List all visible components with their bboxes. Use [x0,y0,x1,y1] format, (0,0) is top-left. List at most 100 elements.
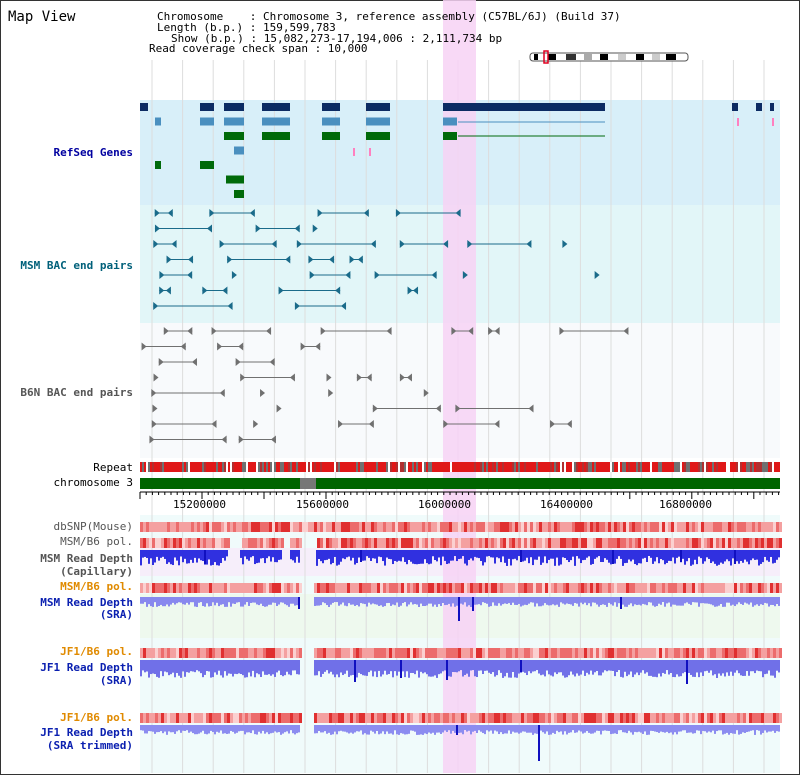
depth-bar [284,597,286,605]
gene-feature [224,103,244,111]
depth-bar [632,725,634,735]
depth-bar [500,725,502,733]
depth-bar [356,597,358,606]
depth-bar [448,550,450,564]
pol-strip-cell [251,713,254,723]
pol-strip-cell [152,713,155,723]
pol-strip-cell [281,583,284,593]
repeat-segment [210,462,212,472]
pol-strip-cell [269,583,272,593]
repeat-segment [280,462,282,472]
repeat-segment [616,462,618,472]
pol-strip-cell [533,583,536,593]
depth-bar [346,725,348,733]
depth-bar [164,550,166,559]
pol-strip-cell [224,648,227,658]
depth-bar [176,660,178,674]
depth-bar [350,725,352,733]
pol-strip-cell [749,713,752,723]
pol-strip-cell [509,648,512,658]
depth-bar [656,550,658,558]
pol-strip-cell [233,648,236,658]
depth-bar [414,660,416,675]
depth-bar [444,597,446,606]
repeat-segment [292,462,294,472]
pol-strip-cell [497,522,500,532]
pol-strip-cell [752,713,755,723]
pol-strip-cell [542,713,545,723]
track-label-b6n-bac[interactable]: B6N BAC end pairs [20,386,133,399]
depth-bar [326,550,328,560]
repeat-segment [548,462,550,472]
depth-bar [428,550,430,565]
pol-strip-cell [650,648,653,658]
pol-strip-cell [686,648,689,658]
depth-bar [348,550,350,557]
b6n-bac-pair [328,389,334,397]
track-label-refseq[interactable]: RefSeq Genes [53,146,133,159]
pol-strip-cell [458,522,461,532]
depth-bar [712,725,714,731]
depth-spike [354,660,356,682]
repeat-segment [760,462,762,472]
depth-bar [704,597,706,604]
pol-strip-cell [401,538,404,548]
depth-bar [226,597,228,607]
pol-strip-cell [179,583,182,593]
depth-bar [186,550,188,564]
depth-bar [158,597,160,607]
pol-strip-cell [227,583,230,593]
depth-bar [362,550,364,561]
depth-bar [176,550,178,561]
msm-bac-pair [341,302,347,310]
gene-feature [366,117,390,126]
depth-bar [590,725,592,734]
pol-strip-cell [347,713,350,723]
pol-strip-cell [299,538,302,548]
depth-bar [432,725,434,733]
pol-strip-cell [224,538,227,548]
depth-bar [168,550,170,563]
depth-bar [502,597,504,605]
depth-bar [290,660,292,676]
repeat-segment [322,462,324,472]
pol-strip-cell [614,648,617,658]
depth-bar [314,660,316,676]
depth-bar [402,597,404,604]
depth-bar [180,660,182,678]
depth-bar [266,725,268,733]
depth-bar [272,725,274,733]
depth-bar [174,597,176,605]
depth-bar [154,550,156,563]
depth-bar [742,725,744,733]
pol-strip-cell [650,522,653,532]
depth-bar [140,660,142,677]
depth-bar [652,725,654,731]
pol-strip-cell [440,538,443,548]
depth-bar [662,597,664,603]
pol-strip-cell [650,583,653,593]
depth-bar [176,725,178,732]
depth-bar [212,597,214,603]
ideogram-band [566,54,576,60]
depth-bar [328,550,330,559]
pol-strip-cell [272,583,275,593]
pol-strip-cell [161,713,164,723]
pol-strip-cell [779,583,782,593]
depth-spike [538,725,540,761]
pol-strip-cell [734,583,737,593]
depth-bar [334,660,336,678]
pol-strip-cell [692,538,695,548]
repeat-segment [498,462,500,472]
pol-strip-cell [227,522,230,532]
depth-bar [756,660,758,671]
track-label-msm-bac[interactable]: MSM BAC end pairs [20,259,133,272]
depth-bar [456,660,458,673]
b6n-bac-pair [260,389,266,397]
pol-strip-cell [716,522,719,532]
depth-bar [156,725,158,733]
gene-feature [443,132,457,140]
depth-bar [686,725,688,733]
depth-bar [362,725,364,735]
